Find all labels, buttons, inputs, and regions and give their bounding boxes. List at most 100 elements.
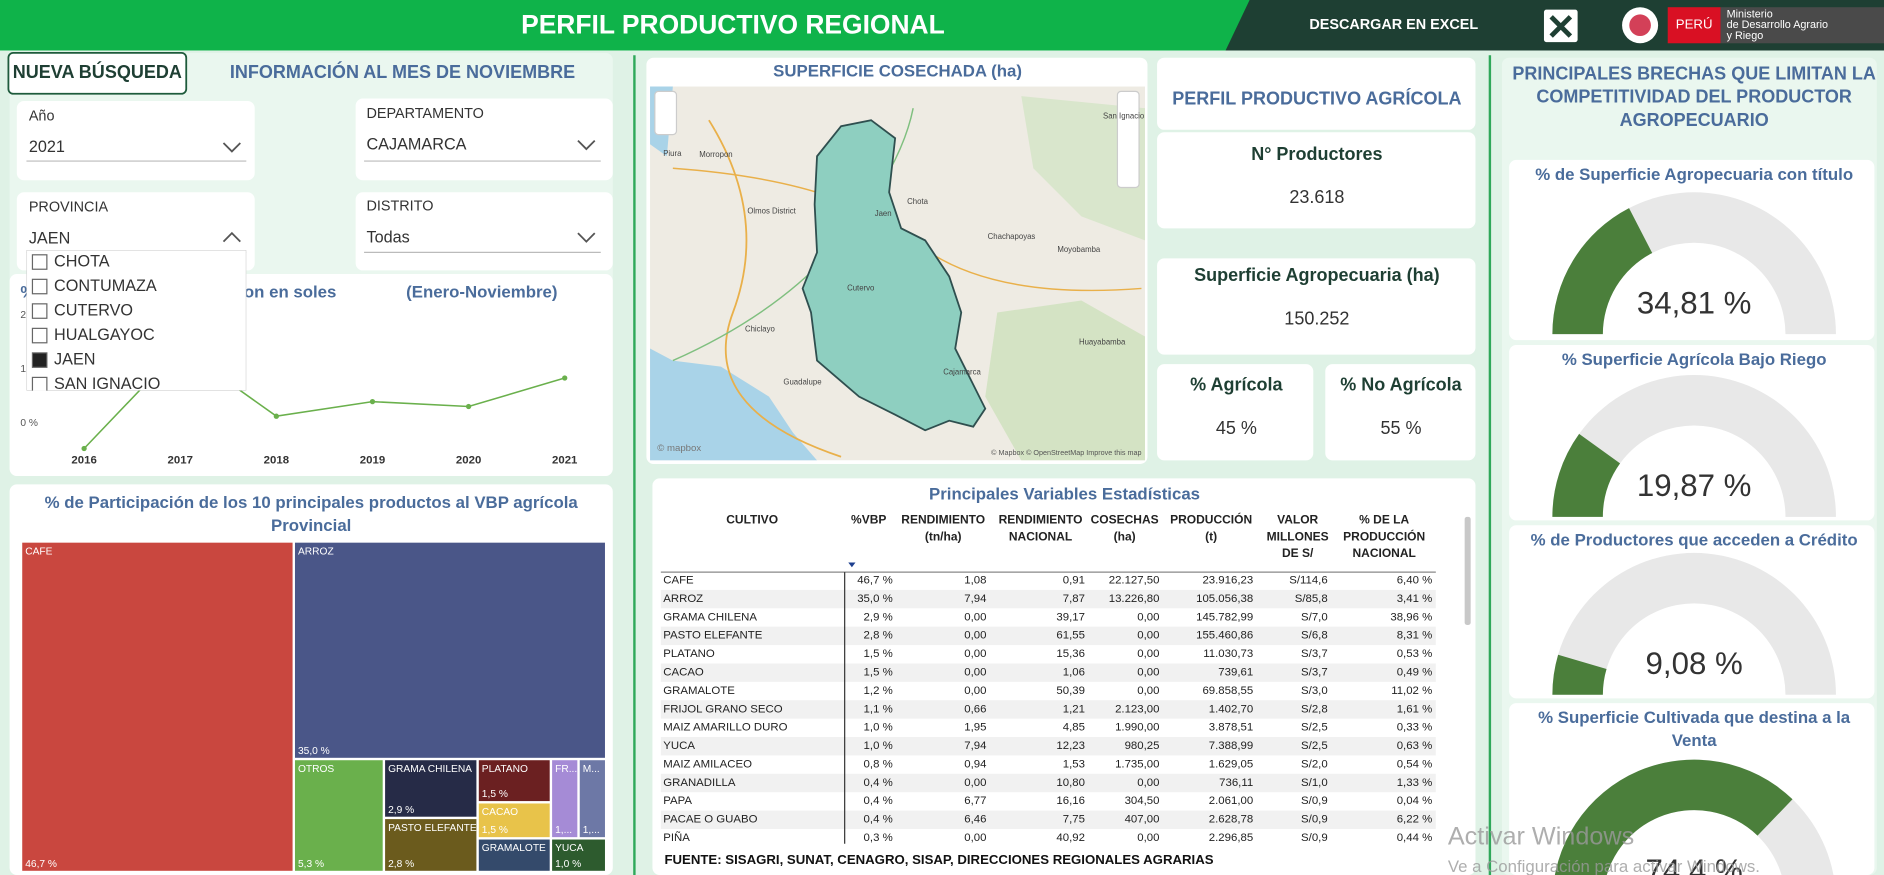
table-cell: 145.782,99 (1196, 611, 1253, 623)
checkbox[interactable] (31, 352, 48, 368)
table-cell: 0,00 (1137, 630, 1159, 642)
map-road (708, 119, 842, 458)
new-search-button[interactable] (7, 51, 188, 95)
table-cell: 736,11 (1219, 777, 1253, 789)
table-cell: S/0,9 (1301, 814, 1328, 826)
column-header: PRODUCCIÓN (1170, 512, 1252, 527)
line-title: (Enero-Noviembre) (406, 283, 557, 302)
filter-label: DISTRITO (366, 199, 433, 215)
place: Chiclayo (745, 324, 776, 333)
table-cell: 10,80 (1056, 777, 1085, 789)
gaps-title: COMPETITIVIDAD DEL PRODUCTOR (1536, 87, 1852, 107)
chevron[interactable] (222, 231, 241, 243)
column-header: (ha) (1114, 529, 1136, 543)
checkbox[interactable] (31, 376, 48, 391)
option[interactable]: CUTERVO (54, 301, 133, 319)
region-cajamarca[interactable] (801, 119, 987, 432)
x-tick-label: 2017 (168, 454, 193, 466)
treemap-cell[interactable] (578, 759, 607, 839)
treemap-cell[interactable] (477, 802, 551, 839)
map-tools[interactable] (654, 90, 678, 136)
download-link[interactable]: DESCARGAR EN EXCEL (1309, 17, 1478, 33)
ministry: Ministerio (1727, 8, 1773, 20)
table-cell: 35,0 % (857, 593, 893, 605)
country: PERÚ (1676, 17, 1713, 32)
row-band (660, 700, 1436, 719)
option[interactable]: CONTUMAZA (54, 277, 157, 295)
filter-value[interactable]: JAEN (29, 229, 70, 247)
table-cell: 39,17 (1056, 611, 1085, 623)
cell-label: GRAMALOTE (482, 843, 546, 854)
table-cell: 0,66 (964, 703, 986, 715)
table-cell: 11,02 % (1391, 685, 1432, 697)
sort-arrow[interactable] (848, 562, 856, 568)
option[interactable]: CHOTA (54, 252, 110, 270)
table-cell: 0,00 (1137, 648, 1159, 660)
table-cell: 0,00 (1137, 685, 1159, 697)
checkbox[interactable] (31, 254, 48, 270)
shield-inner (1629, 14, 1651, 37)
checkbox[interactable] (31, 303, 48, 319)
kpi-label: % Agrícola (1190, 375, 1283, 395)
treemap-cell[interactable] (550, 838, 607, 872)
treemap-cell[interactable] (293, 541, 607, 760)
column-header: VALOR (1277, 513, 1318, 527)
table-cell: S/2,5 (1301, 722, 1328, 734)
button-label[interactable]: NUEVA BÚSQUEDA (13, 61, 182, 82)
gauge-value (1552, 433, 1621, 517)
table-cell: 0,91 (1063, 575, 1085, 587)
filter-label: DEPARTAMENTO (366, 106, 483, 122)
place: Morropon (699, 150, 732, 159)
cell-label: PLATANO (482, 764, 528, 775)
treemap-cell[interactable] (21, 541, 294, 872)
point (273, 413, 279, 419)
ministry-box (1720, 7, 1884, 44)
table-source: FUENTE: SISAGRI, SUNAT, CENAGRO, SISAP, … (664, 852, 1213, 867)
treemap-title: % de Participación de los 10 principales… (45, 493, 579, 512)
option[interactable]: HUALGAYOC (54, 326, 155, 344)
cell-value: 5,3 % (298, 859, 324, 870)
scrollbar[interactable] (1464, 516, 1471, 625)
dropdown-list (26, 250, 247, 391)
table-cell: 1,33 % (1397, 777, 1433, 789)
row-band (660, 589, 1436, 609)
checkbox[interactable] (31, 278, 48, 295)
table-cell: 6,22 % (1397, 814, 1433, 826)
chevron[interactable] (577, 139, 596, 151)
treemap-cell[interactable] (477, 838, 551, 872)
point (369, 399, 376, 405)
cell-value: 2,8 % (388, 859, 414, 870)
table-cell: 0,04 % (1397, 795, 1433, 807)
treemap-cell[interactable] (293, 759, 384, 872)
treemap-cell[interactable] (383, 759, 478, 818)
kpi-card (1157, 258, 1476, 355)
gauge-title: % Superficie Cultivada que destina a la (1538, 708, 1851, 727)
table-cell: 6,77 (964, 795, 986, 807)
filter-value[interactable]: Todas (366, 228, 409, 246)
chevron[interactable] (577, 232, 596, 243)
table-cell: 15,36 (1056, 648, 1085, 660)
column-header: (tn/ha) (925, 529, 962, 543)
map[interactable] (650, 86, 1146, 461)
table-cell: S/0,9 (1301, 832, 1328, 844)
table-cell: 4,85 (1063, 722, 1085, 734)
filter-value[interactable]: 2021 (29, 138, 65, 156)
point (465, 403, 472, 410)
table-cell: 46,7 % (857, 575, 893, 587)
table-cell: 0,00 (964, 630, 986, 642)
filter-value[interactable]: CAJAMARCA (366, 136, 466, 154)
treemap-cell[interactable] (477, 759, 551, 803)
treemap-cell[interactable] (550, 759, 579, 839)
checkbox[interactable] (31, 327, 48, 344)
map-forest (1021, 96, 1146, 241)
table-cell: S/2,8 (1301, 703, 1328, 715)
chevron[interactable] (222, 142, 241, 153)
treemap-cell[interactable] (383, 817, 478, 872)
table-cell: 13.226,80 (1109, 593, 1160, 605)
table-cell: 6,40 % (1397, 575, 1433, 587)
map-controls[interactable] (1116, 90, 1140, 189)
option[interactable]: SAN IGNACIO (54, 375, 160, 393)
option[interactable]: JAEN (54, 350, 95, 368)
table-cell: 3.878,51 (1209, 722, 1253, 734)
